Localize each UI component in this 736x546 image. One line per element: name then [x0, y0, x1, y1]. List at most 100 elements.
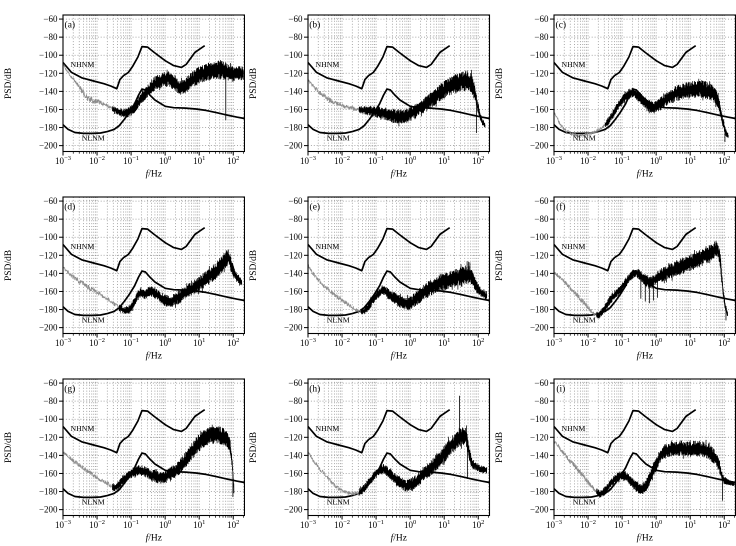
nhnm-label: NHNM	[70, 60, 94, 69]
y-tick-label: −160	[530, 286, 549, 296]
y-tick-label: −60	[534, 378, 549, 388]
psd-trace-low-freq	[62, 63, 113, 110]
psd-trace	[112, 424, 235, 494]
x-axis: 10−3 10−2 10−1 100 101 102	[55, 515, 244, 530]
y-tick-label: −180	[530, 123, 549, 133]
x-tick-label: 101	[684, 337, 696, 348]
y-axis-title: PSD/dB	[4, 250, 14, 281]
x-axis: 10−3 10−2 10−1 100 101 102	[55, 333, 244, 348]
psd-trace-low-freq	[308, 79, 360, 112]
y-tick-label: −120	[530, 68, 549, 78]
plot-border	[62, 378, 246, 517]
y-tick-label: −200	[284, 505, 303, 515]
nhnm-curve	[553, 44, 696, 90]
psd-trace	[112, 59, 244, 118]
x-tick-label: 10−1	[614, 519, 630, 530]
x-tick-label: 10−2	[580, 519, 596, 530]
nhnm-curve	[307, 408, 451, 454]
nhnm-curve	[553, 408, 696, 454]
y-tick-label: −200	[530, 505, 549, 515]
nhnm-curve	[553, 226, 696, 272]
y-tick-label: −60	[43, 196, 58, 206]
y-axis: −60 −80 −100 −120 −140 −160 −180 −200	[284, 196, 309, 333]
x-tick-label: 102	[227, 519, 239, 530]
y-tick-label: −120	[39, 432, 58, 442]
y-tick-label: −160	[284, 468, 303, 478]
x-tick-label: 101	[193, 155, 205, 166]
psd-trace	[595, 439, 735, 498]
x-tick-label: 10−1	[123, 519, 139, 530]
x-tick-label: 10−3	[300, 519, 316, 530]
y-tick-label: −80	[289, 214, 304, 224]
psd-trace-low-freq	[62, 451, 113, 488]
y-tick-label: −60	[289, 378, 304, 388]
psd-trace	[359, 69, 486, 128]
y-axis-title: PSD/dB	[249, 250, 259, 281]
y-axis: −60 −80 −100 −120 −140 −160 −180 −200	[39, 196, 63, 333]
x-tick-label: 10−2	[89, 519, 105, 530]
y-tick-label: −80	[43, 214, 58, 224]
nlnm-label: NLNM	[327, 133, 350, 142]
subplot-cell-a: −60 −80 −100 −120 −140 −160 −180 −200 10−3 10−2 10…	[0, 0, 246, 182]
y-tick-label: −120	[284, 68, 303, 78]
y-axis-title: PSD/dB	[249, 68, 259, 99]
y-tick-label: −200	[39, 323, 58, 333]
y-axis: −60 −80 −100 −120 −140 −160 −180 −200	[39, 14, 63, 151]
y-tick-label: −180	[284, 487, 303, 497]
x-tick-label: 100	[650, 337, 662, 348]
y-axis: −60 −80 −100 −120 −140 −160 −180 −200	[530, 14, 554, 151]
y-tick-label: −200	[39, 141, 58, 151]
grid	[553, 15, 736, 152]
y-axis: −60 −80 −100 −120 −140 −160 −180 −200	[530, 378, 554, 515]
x-tick-label: 10−3	[55, 337, 71, 348]
y-tick-label: −60	[289, 14, 304, 24]
y-axis-title: PSD/dB	[249, 432, 259, 463]
y-axis-title: PSD/dB	[4, 68, 14, 99]
nlnm-label: NLNM	[82, 497, 105, 506]
y-tick-label: −120	[284, 432, 303, 442]
grid	[307, 379, 490, 516]
nhnm-curve	[307, 226, 451, 272]
x-tick-label: 10−3	[546, 155, 562, 166]
y-tick-label: −120	[39, 250, 58, 260]
nlnm-curve	[553, 452, 736, 499]
plot-border	[307, 196, 491, 335]
y-tick-label: −200	[284, 141, 303, 151]
y-tick-label: −120	[284, 250, 303, 260]
x-tick-label: 100	[159, 155, 171, 166]
psd-trace-low-freq	[553, 441, 597, 494]
x-tick-label: 100	[404, 519, 416, 530]
x-tick-label: 100	[404, 155, 416, 166]
y-tick-label: −160	[530, 104, 549, 114]
y-tick-label: −60	[289, 196, 304, 206]
x-tick-label: 10−2	[89, 337, 105, 348]
grid	[553, 379, 736, 516]
x-tick-label: 102	[227, 337, 239, 348]
x-tick-label: 102	[718, 519, 730, 530]
y-tick-label: −120	[39, 68, 58, 78]
y-tick-label: −60	[534, 196, 549, 206]
subplot-cell-f: −60 −80 −100 −120 −140 −160 −180 −200 10−3 10−2 10…	[491, 182, 736, 364]
y-tick-label: −80	[534, 396, 549, 406]
y-tick-label: −180	[39, 487, 58, 497]
y-tick-label: −80	[43, 396, 58, 406]
y-tick-label: −60	[43, 378, 58, 388]
plot-border	[553, 14, 736, 153]
x-tick-label: 10−2	[334, 519, 350, 530]
y-tick-label: −200	[530, 323, 549, 333]
y-tick-label: −140	[530, 268, 549, 278]
panel-label: (b)	[310, 20, 321, 31]
y-tick-label: −160	[530, 468, 549, 478]
x-tick-label: 10−2	[580, 337, 596, 348]
x-tick-label: 101	[438, 155, 450, 166]
x-tick-label: 102	[718, 337, 730, 348]
subplot-cell-b: −60 −80 −100 −120 −140 −160 −180 −200 10−3 10−2 10…	[245, 0, 491, 182]
x-tick-label: 102	[718, 155, 730, 166]
plot-border	[307, 378, 491, 517]
y-tick-label: −60	[43, 14, 58, 24]
